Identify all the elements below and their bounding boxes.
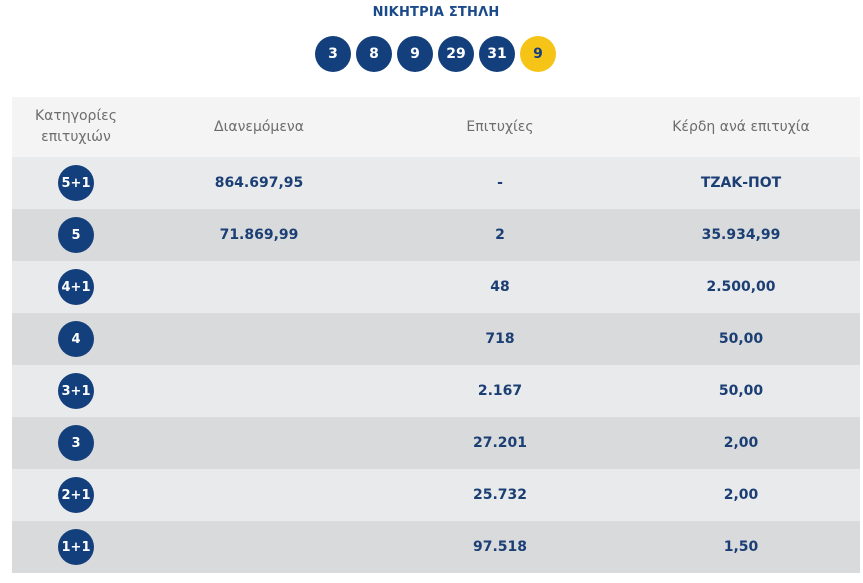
prize-cell: 50,00 — [718, 331, 764, 347]
header-category: Κατηγορίες επιτυχιών — [12, 106, 140, 148]
category-badge: 5 — [58, 217, 94, 253]
winners-cell: 718 — [485, 331, 515, 347]
winning-numbers: 3 8 9 29 31 9 — [315, 36, 556, 72]
prize-cell: 35.934,99 — [701, 227, 781, 243]
winners-cell: 97.518 — [472, 539, 528, 555]
distributed-cell: 864.697,95 — [214, 175, 304, 191]
prize-table: Κατηγορίες επιτυχιών Διανεμόμενα Επιτυχί… — [12, 97, 860, 573]
header-winners: Επιτυχίες — [466, 119, 534, 135]
category-badge: 3 — [58, 425, 94, 461]
prize-cell: 50,00 — [718, 383, 764, 399]
winners-cell: 48 — [490, 279, 510, 295]
prize-cell: 1,50 — [723, 539, 759, 555]
prize-cell: 2.500,00 — [706, 279, 776, 295]
number-ball: 9 — [397, 36, 433, 72]
table-row: 3 27.201 2,00 — [12, 417, 860, 469]
table-row: 1+1 97.518 1,50 — [12, 521, 860, 573]
header-category-line2: επιτυχιών — [41, 129, 111, 145]
category-badge: 2+1 — [58, 477, 94, 513]
number-ball: 8 — [356, 36, 392, 72]
winners-cell: - — [497, 175, 503, 191]
table-row: 3+1 2.167 50,00 — [12, 365, 860, 417]
number-ball: 3 — [315, 36, 351, 72]
winners-cell: 2.167 — [477, 383, 523, 399]
table-row: 4+1 48 2.500,00 — [12, 261, 860, 313]
table-row: 2+1 25.732 2,00 — [12, 469, 860, 521]
table-row: 5+1 864.697,95 - ΤΖΑΚ-ΠΟΤ — [12, 157, 860, 209]
prize-cell: ΤΖΑΚ-ΠΟΤ — [700, 175, 782, 191]
number-ball: 31 — [479, 36, 515, 72]
winners-cell: 2 — [495, 227, 505, 243]
winners-cell: 27.201 — [472, 435, 528, 451]
winners-cell: 25.732 — [472, 487, 528, 503]
winning-line-title: ΝΙΚΗΤΡΙΑ ΣΤΗΛΗ — [372, 5, 500, 20]
category-badge: 4+1 — [58, 269, 94, 305]
prize-cell: 2,00 — [723, 435, 759, 451]
number-ball: 29 — [438, 36, 474, 72]
header-prize: Κέρδη ανά επιτυχία — [672, 119, 810, 135]
category-badge: 1+1 — [58, 529, 94, 565]
joker-ball: 9 — [520, 36, 556, 72]
category-badge: 5+1 — [58, 165, 94, 201]
table-row: 4 718 50,00 — [12, 313, 860, 365]
table-header: Κατηγορίες επιτυχιών Διανεμόμενα Επιτυχί… — [12, 97, 860, 157]
category-badge: 4 — [58, 321, 94, 357]
table-row: 5 71.869,99 2 35.934,99 — [12, 209, 860, 261]
category-badge: 3+1 — [58, 373, 94, 409]
header-category-line1: Κατηγορίες — [35, 108, 117, 124]
distributed-cell: 71.869,99 — [219, 227, 299, 243]
header-distributed: Διανεμόμενα — [214, 119, 304, 135]
prize-cell: 2,00 — [723, 487, 759, 503]
